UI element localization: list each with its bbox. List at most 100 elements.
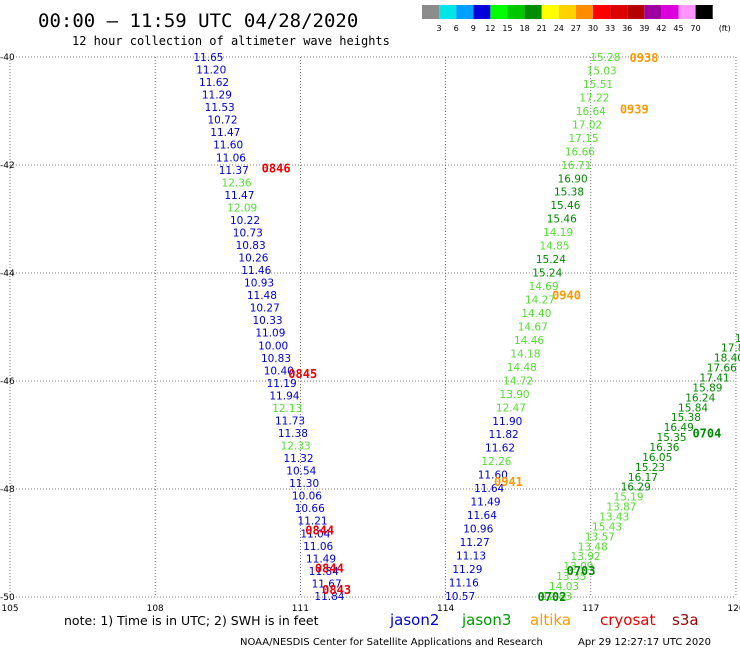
y-tick-label: -50 (0, 593, 15, 603)
wave-height-label: 17.81 (721, 343, 740, 355)
legend-tick-label: 39 (639, 24, 649, 33)
legend-tick-label: 9 (471, 24, 476, 33)
footer-credit: NOAA/NESDIS Center for Satellite Applica… (240, 637, 543, 648)
wave-height-label: 14.67 (518, 321, 548, 333)
wave-height-label: 11.49 (470, 497, 500, 509)
legend-tick-label: 24 (554, 24, 564, 33)
wave-height-label: 12.47 (496, 402, 526, 414)
satellite-name-altika: altika (530, 611, 571, 629)
legend-swatch (610, 5, 628, 19)
legend-swatch (507, 5, 525, 19)
wave-height-label: 11.04 (300, 528, 330, 540)
wave-height-label: 18.40 (714, 353, 740, 365)
y-axis-ticks: -40 -42 -44 -46 -48 -50 (0, 53, 15, 603)
wave-height-label: 16.29 (621, 482, 651, 494)
legend-tick-label: 3 (437, 24, 442, 33)
wave-height-label: 11.84 (314, 591, 344, 603)
wave-height-label: 16.66 (565, 146, 595, 158)
y-tick-label: -42 (0, 161, 15, 171)
legend-swatch (593, 5, 611, 19)
pass-time-label: 0703 (567, 564, 596, 578)
wave-height-label: 13.90 (500, 389, 530, 401)
wave-height-label: 11.09 (255, 328, 285, 340)
wave-height-label: 10.93 (244, 278, 274, 290)
wave-height-label: 16.90 (558, 173, 588, 185)
wave-height-label: 15.24 (536, 254, 566, 266)
legend-swatch (627, 5, 645, 19)
wave-height-label: 12.83 (542, 591, 572, 603)
y-tick-label: -44 (0, 269, 15, 279)
wave-height-label: 11.47 (210, 127, 240, 139)
legend-swatch (575, 5, 593, 19)
wave-height-label: 11.20 (196, 65, 226, 77)
legend-swatch (695, 5, 713, 19)
pass-time-label: 0844 (305, 524, 334, 538)
pass-time-label: 0704 (692, 426, 721, 440)
wave-height-label: 11.21 (298, 516, 328, 528)
x-tick-label: 114 (437, 604, 454, 614)
wave-height-label: 15.43 (592, 521, 622, 533)
pass-time-label: 0846 (262, 162, 291, 176)
legend-swatch (661, 5, 679, 19)
legend-tick-label: 42 (656, 24, 666, 33)
legend-swatch (490, 5, 508, 19)
wave-height-label: 10.83 (236, 240, 266, 252)
plot-marks: 11.6511.2011.6211.2911.5310.7211.4711.60… (193, 51, 740, 604)
wave-height-label: 14.72 (503, 375, 533, 387)
wave-height-label: 15.46 (550, 200, 580, 212)
wave-height-label: 10.26 (238, 253, 268, 265)
wave-height-label: 10.54 (286, 466, 316, 478)
wave-height-label: 10.33 (253, 315, 283, 327)
wave-height-label: 15.19 (614, 492, 644, 504)
pass-time-label: 0702 (538, 590, 567, 604)
wave-height-label: 12.36 (222, 177, 252, 189)
wave-height-label: 11.94 (269, 390, 299, 402)
wave-height-label: 11.16 (449, 577, 479, 589)
wave-height-label: 15.46 (547, 214, 577, 226)
wave-height-label: 16.36 (649, 442, 679, 454)
wave-height-label: 11.82 (489, 429, 519, 441)
wave-height-label: 10.83 (261, 353, 291, 365)
wave-height-label: 11.30 (289, 478, 319, 490)
satellite-name-cryosat: cryosat (600, 611, 655, 629)
legend-swatch (439, 5, 457, 19)
wave-height-label: 13.35 (556, 571, 586, 583)
x-tick-label: 111 (292, 604, 309, 614)
chart-subtitle: 12 hour collection of altimeter wave hei… (72, 34, 390, 48)
legend-swatch (558, 5, 576, 19)
wave-height-label: 15.51 (583, 79, 613, 91)
wave-height-label: 11.90 (492, 416, 522, 428)
x-tick-label: 108 (147, 604, 164, 614)
pass-time-label: 0941 (494, 475, 523, 489)
pass-time-label: 0845 (288, 367, 317, 381)
y-tick-label: -40 (0, 53, 15, 63)
wave-height-label: 17.15 (569, 133, 599, 145)
satellite-name-s3a: s3a (672, 611, 699, 629)
wave-height-label: 14.85 (539, 241, 569, 253)
wave-height-label: 13.57 (585, 531, 615, 543)
wave-height-label: 11.62 (485, 443, 515, 455)
legend-unit: (ft) (719, 24, 731, 33)
legend-swatch (456, 5, 474, 19)
legend-tick-label: 27 (571, 24, 581, 33)
wave-height-label: 14.46 (514, 335, 544, 347)
wave-height-label: 16.64 (576, 106, 606, 118)
wave-height-label: 16.05 (642, 452, 672, 464)
wave-height-label: 10.22 (230, 215, 260, 227)
pass-time-label: 0940 (552, 289, 581, 303)
wave-height-label: 16.17 (628, 472, 658, 484)
wave-height-label: 14.69 (529, 281, 559, 293)
wave-height-label: 11.60 (213, 140, 243, 152)
wave-height-label: 15.23 (635, 462, 665, 474)
x-tick-label: 117 (582, 604, 599, 614)
wave-height-label: 12.26 (481, 456, 511, 468)
wave-height-label: 17.41 (700, 373, 730, 385)
wave-height-label: 11.48 (247, 290, 277, 302)
legend-swatch (678, 5, 696, 19)
wave-height-label: 15.03 (587, 65, 617, 77)
wave-height-label: 10.57 (445, 591, 475, 603)
wave-height-label: 11.64 (474, 483, 504, 495)
wave-height-label: 10.73 (233, 227, 263, 239)
legend-tick-label: 33 (605, 24, 615, 33)
